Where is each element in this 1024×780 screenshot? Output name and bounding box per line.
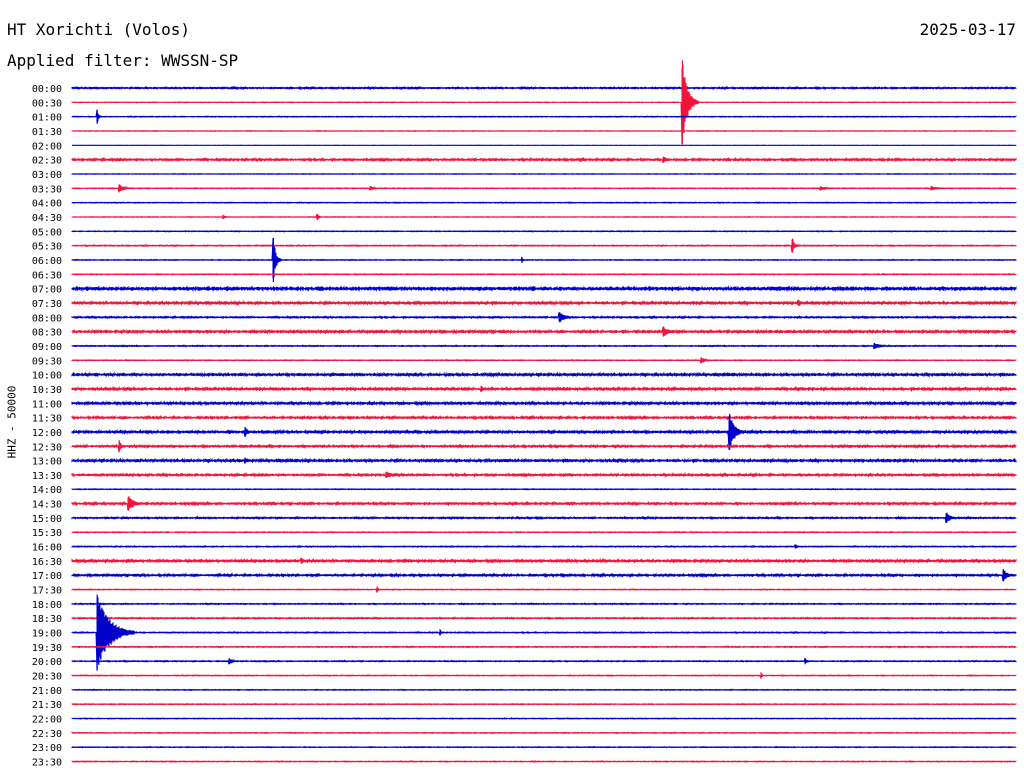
row-time-label: 18:30: [32, 614, 62, 625]
trace-line: [71, 299, 1017, 307]
trace-line: [71, 184, 1017, 193]
row-time-label: 08:30: [32, 328, 62, 339]
trace-line: [71, 129, 1017, 133]
row-time-label: 06:30: [32, 270, 62, 281]
row-time-label: 16:00: [32, 543, 62, 554]
trace-line: [71, 172, 1017, 176]
row-time-label: 08:00: [32, 313, 62, 324]
trace-line: [71, 415, 1017, 450]
row-time-label: 21:30: [32, 700, 62, 711]
row-time-label: 10:00: [32, 371, 62, 382]
trace-line: [71, 717, 1017, 720]
row-time-label: 10:30: [32, 385, 62, 396]
row-time-label: 04:00: [32, 199, 62, 210]
row-time-label: 14:00: [32, 485, 62, 496]
row-time-label: 18:00: [32, 600, 62, 611]
trace-line: [71, 557, 1017, 565]
row-time-label: 20:30: [32, 672, 62, 683]
row-time-label: 23:00: [32, 743, 62, 754]
row-time-label: 22:00: [32, 715, 62, 726]
row-time-label: 13:30: [32, 471, 62, 482]
row-time-label: 00:30: [32, 98, 62, 109]
trace-line: [71, 544, 1017, 549]
trace-line: [71, 570, 1017, 582]
row-time-label: 04:30: [32, 213, 62, 224]
trace-line: [71, 658, 1017, 665]
row-time-label: 09:30: [32, 356, 62, 367]
trace-line: [71, 64, 1017, 145]
row-time-label: 11:30: [32, 414, 62, 425]
row-time-label: 03:00: [32, 170, 62, 181]
filter-label: Applied filter: WWSSN-SP: [7, 51, 239, 70]
row-time-label: 07:30: [32, 299, 62, 310]
trace-line: [71, 512, 1017, 524]
trace-line: [71, 671, 1017, 679]
trace-line: [71, 586, 1017, 593]
row-time-label: 17:30: [32, 586, 62, 597]
trace-line: [71, 213, 1017, 220]
trace-line: [71, 85, 1017, 91]
row-time-label: 15:30: [32, 528, 62, 539]
trace-line: [71, 441, 1017, 453]
trace-line: [71, 414, 1017, 421]
trace-line: [71, 357, 1017, 364]
trace-line: [71, 495, 1017, 511]
trace-line: [71, 371, 1017, 378]
row-time-label: 07:00: [32, 285, 62, 296]
row-time-label: 02:30: [32, 156, 62, 167]
trace-line: [71, 457, 1017, 464]
trace-line: [71, 745, 1017, 749]
row-time-label: 05:30: [32, 242, 62, 253]
row-time-label: 21:00: [32, 686, 62, 697]
row-time-label: 05:00: [32, 227, 62, 238]
trace-line: [71, 760, 1017, 763]
row-time-label: 17:00: [32, 571, 62, 582]
row-time-label: 03:30: [32, 184, 62, 195]
row-time-label: 12:00: [32, 428, 62, 439]
row-time-label: 09:00: [32, 342, 62, 353]
row-time-label: 12:30: [32, 442, 62, 453]
row-time-label: 19:30: [32, 643, 62, 654]
date-label: 2025-03-17: [919, 20, 1016, 39]
trace-line: [71, 201, 1017, 204]
trace-line: [71, 530, 1017, 534]
row-time-label: 15:00: [32, 514, 62, 525]
row-time-label: 20:00: [32, 657, 62, 668]
row-time-label: 01:30: [32, 127, 62, 138]
trace-line: [71, 229, 1017, 233]
trace-line: [71, 385, 1017, 393]
row-time-label: 00:00: [32, 84, 62, 95]
trace-line: [71, 312, 1017, 322]
trace-line: [71, 688, 1017, 692]
row-time-label: 23:30: [32, 758, 62, 769]
trace-line: [71, 471, 1017, 479]
trace-line: [71, 602, 1017, 606]
trace-line: [71, 156, 1017, 163]
trace-line: [71, 285, 1017, 293]
trace-line: [71, 237, 1017, 279]
station-title: HT Xorichti (Volos): [7, 20, 191, 39]
row-time-label: 02:00: [32, 141, 62, 152]
trace-line: [71, 239, 1017, 253]
row-time-label: 11:00: [32, 399, 62, 410]
trace-line: [71, 645, 1017, 649]
trace-line: [71, 109, 1017, 125]
row-time-label: 22:30: [32, 729, 62, 740]
trace-line: [71, 326, 1017, 336]
trace-line: [71, 597, 1017, 671]
trace-line: [71, 400, 1017, 407]
trace-line: [71, 343, 1017, 350]
trace-line: [71, 487, 1017, 491]
row-time-label: 13:00: [32, 457, 62, 468]
row-time-label: 16:30: [32, 557, 62, 568]
trace-line: [71, 616, 1017, 621]
trace-line: [71, 272, 1017, 276]
row-time-label: 01:00: [32, 113, 62, 124]
row-time-label: 19:00: [32, 629, 62, 640]
trace-line: [71, 731, 1017, 735]
row-time-label: 06:00: [32, 256, 62, 267]
row-time-label: 14:30: [32, 500, 62, 511]
trace-line: [71, 702, 1017, 706]
